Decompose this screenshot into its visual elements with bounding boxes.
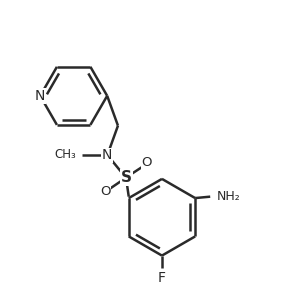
- Text: O: O: [142, 156, 152, 169]
- Text: CH₃: CH₃: [54, 148, 76, 161]
- Text: N: N: [35, 89, 45, 103]
- Text: N: N: [102, 149, 113, 162]
- Text: F: F: [158, 271, 166, 285]
- Text: O: O: [100, 185, 110, 198]
- Text: NH₂: NH₂: [216, 190, 240, 203]
- Text: S: S: [121, 170, 132, 185]
